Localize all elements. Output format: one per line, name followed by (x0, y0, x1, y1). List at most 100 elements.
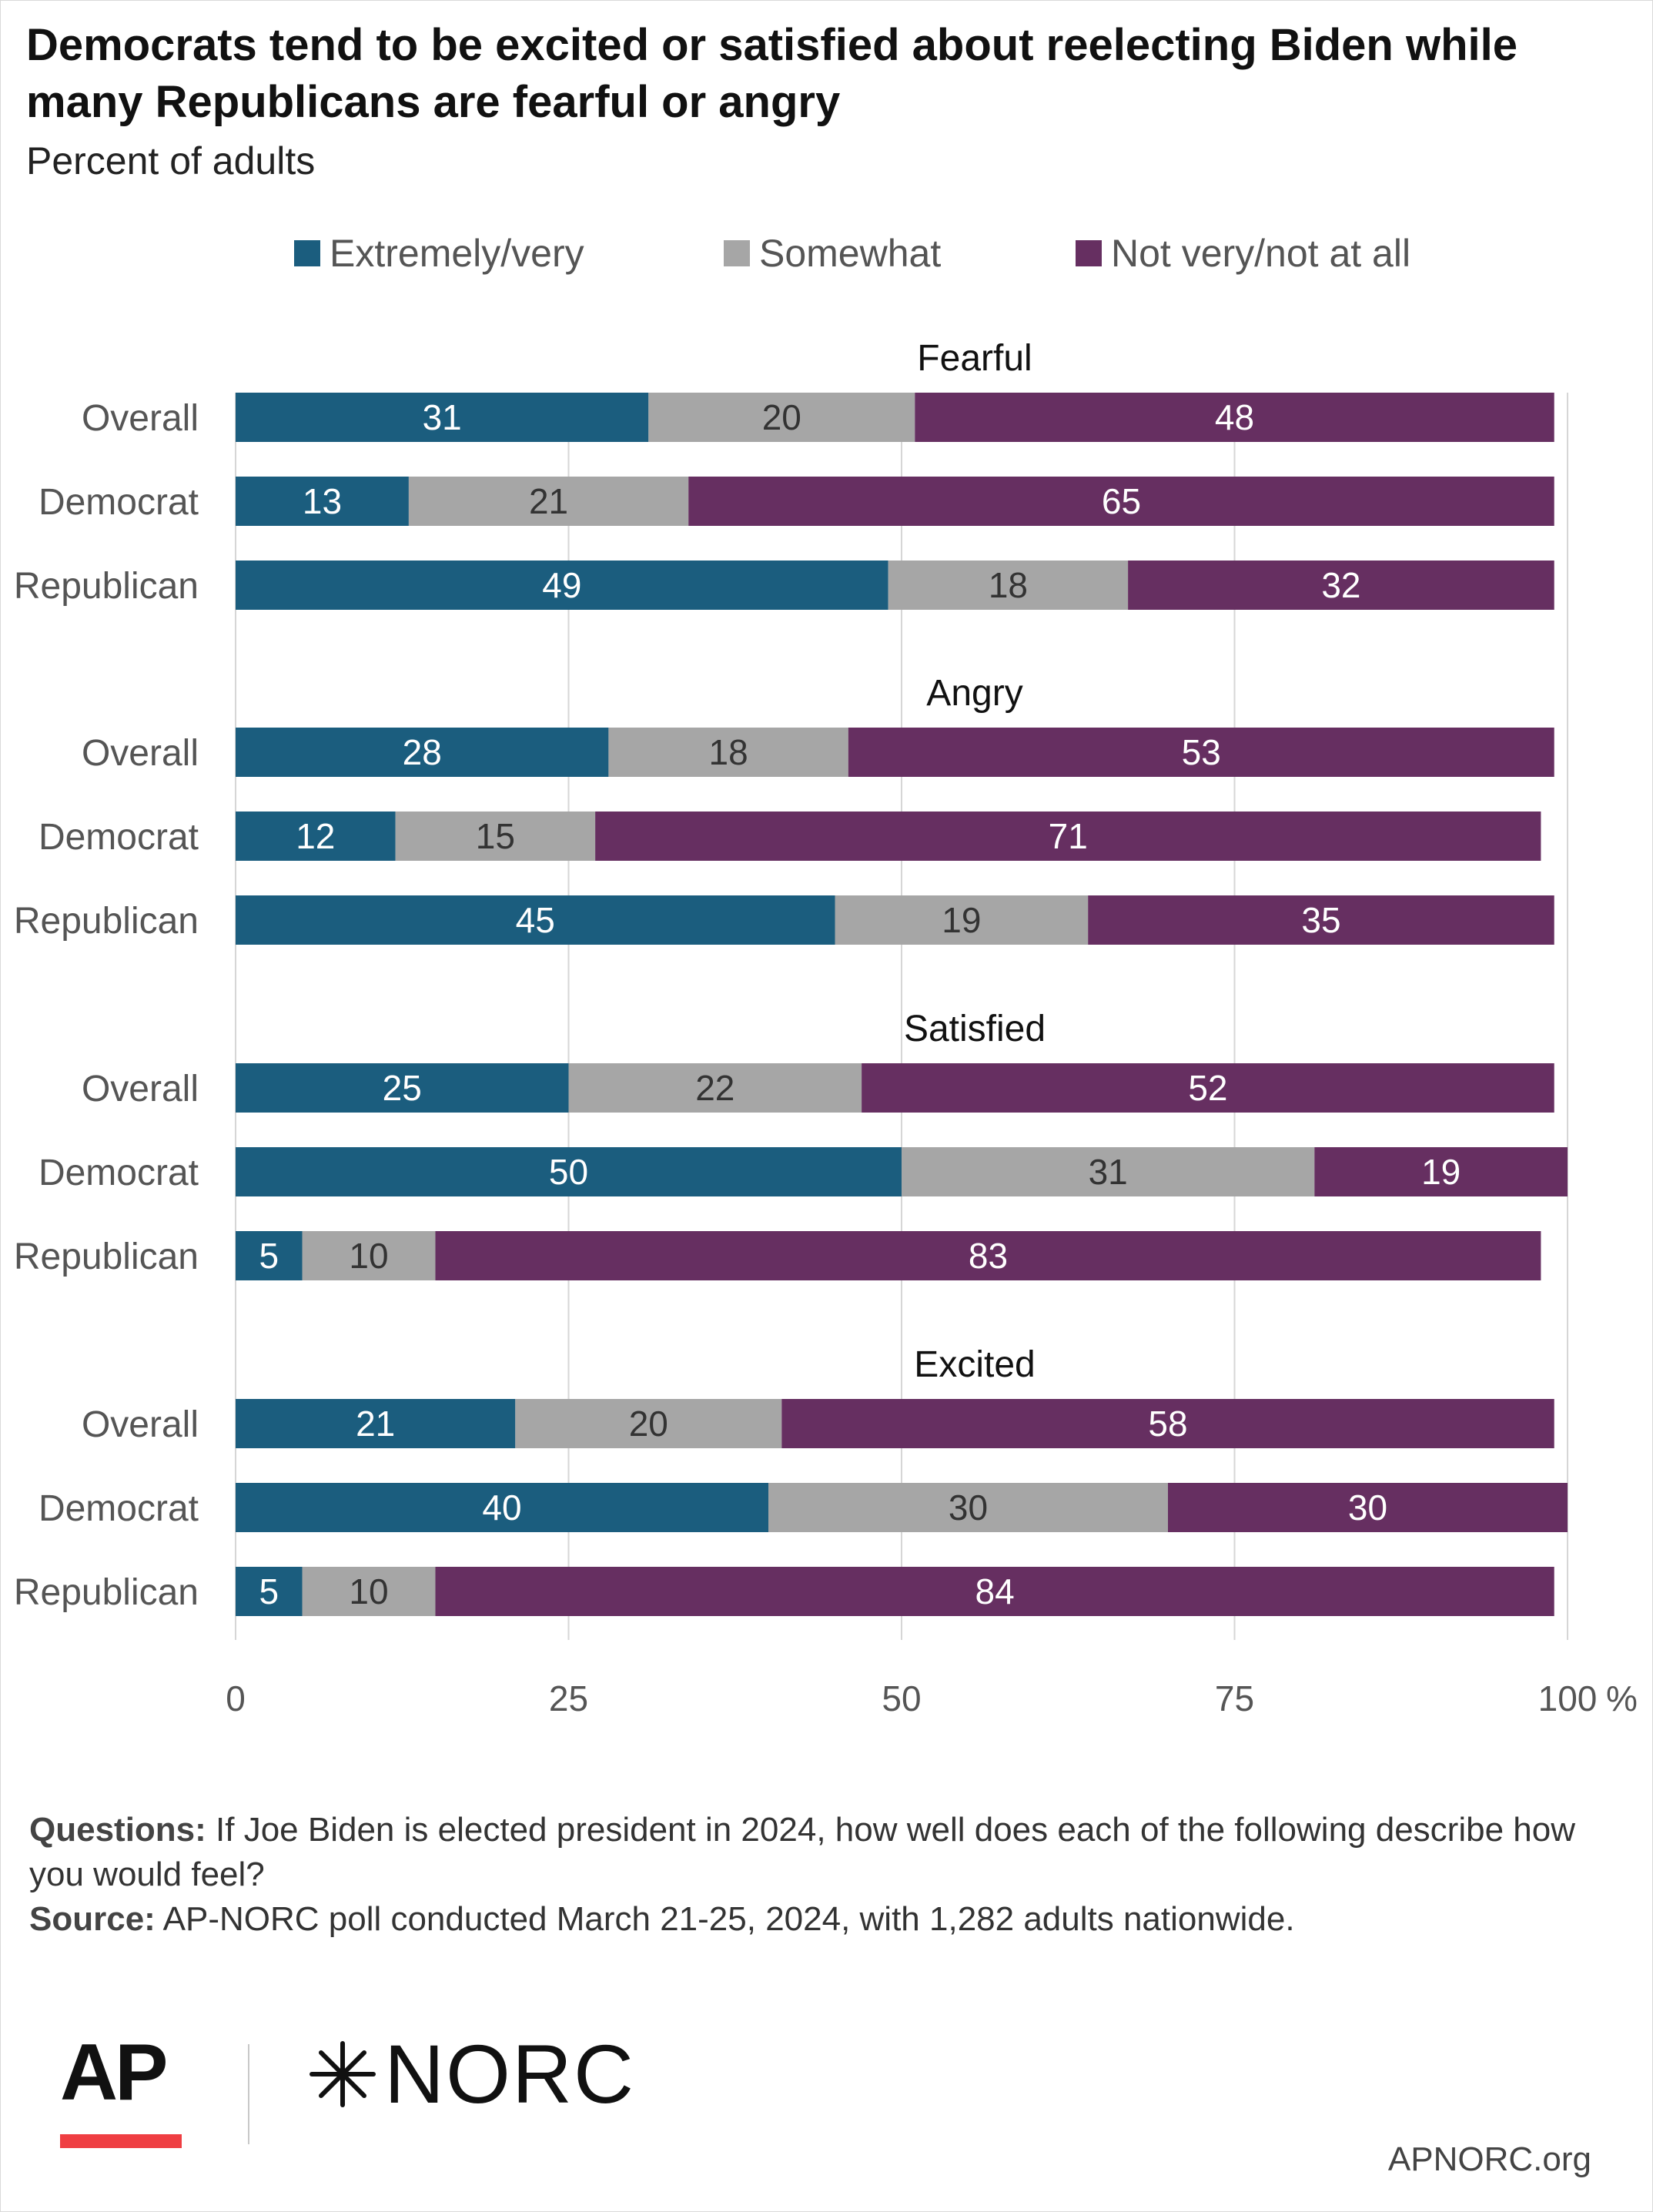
data-label: 71 (1049, 816, 1088, 856)
bar-segment (608, 728, 848, 777)
source-label: Source: (29, 1900, 156, 1938)
chart-title: Democrats tend to be excited or satisfie… (26, 20, 1517, 127)
source-note: Source: AP-NORC poll conducted March 21-… (29, 1897, 1615, 1942)
data-label: 40 (482, 1487, 521, 1528)
data-label: 28 (403, 732, 442, 772)
data-label: 13 (303, 481, 342, 521)
bar-segment (595, 812, 1541, 861)
stacked-bar-chart: Fearful Overall 31 20 48 Democrat 13 21 65 Republ… (14, 338, 1638, 1718)
data-label: 32 (1321, 565, 1360, 605)
legend-label: Somewhat (759, 232, 942, 275)
ap-logo: AP (60, 2028, 168, 2117)
bar-segment (648, 393, 915, 442)
group-title: Fearful (917, 338, 1032, 379)
x-tick-label: 100 (1538, 1678, 1598, 1718)
legend-swatch (294, 240, 320, 266)
data-label: 58 (1148, 1404, 1187, 1444)
row-label: Democrat (38, 817, 199, 858)
data-label: 31 (1089, 1152, 1128, 1192)
bar-segment (688, 477, 1554, 526)
legend-item-somewhat: Somewhat (724, 231, 941, 276)
bar-segment (568, 1063, 862, 1113)
data-label: 30 (1348, 1487, 1387, 1528)
bar-segment (435, 1567, 1554, 1616)
row-label: Overall (82, 1404, 199, 1445)
data-label: 25 (383, 1068, 422, 1108)
bar-segment (236, 477, 409, 526)
bar-segment (915, 393, 1554, 442)
data-label: 30 (949, 1487, 988, 1528)
norc-wordmark: NORC (384, 2027, 635, 2120)
ap-logo-bar (60, 2134, 182, 2148)
bar-segment (236, 393, 649, 442)
bar-segment (236, 1567, 303, 1616)
data-label: 12 (296, 816, 335, 856)
bar-segment (236, 1399, 516, 1448)
bar-segment (781, 1399, 1554, 1448)
group-title: Excited (914, 1344, 1035, 1385)
bar-segment (236, 895, 835, 945)
bar-segment (862, 1063, 1554, 1113)
data-label: 65 (1102, 481, 1141, 521)
legend-item-extremely-very: Extremely/very (294, 231, 584, 276)
data-label: 18 (989, 565, 1028, 605)
questions-note: Questions: If Joe Biden is elected presi… (29, 1808, 1615, 1897)
data-label: 10 (349, 1571, 388, 1611)
bar-segment (515, 1399, 782, 1448)
bar-segment (1314, 1147, 1568, 1196)
row-label: Overall (82, 733, 199, 774)
bar-segment (902, 1147, 1315, 1196)
bar-segment (1168, 1483, 1568, 1532)
bar-segment (236, 1483, 768, 1532)
data-label: 31 (423, 397, 462, 437)
norc-star-icon (310, 2041, 376, 2107)
group-title: Angry (926, 673, 1022, 714)
data-label: 52 (1188, 1068, 1227, 1108)
data-label: 10 (349, 1236, 388, 1276)
data-label: 15 (476, 816, 515, 856)
bar-segment (768, 1483, 1168, 1532)
data-label: 49 (542, 565, 581, 605)
row-label: Republican (14, 901, 199, 942)
group-title: Satisfied (904, 1009, 1046, 1049)
site-url: APNORC.org (1387, 2140, 1591, 2178)
row-label: Overall (82, 1069, 199, 1109)
bar-segment (395, 812, 596, 861)
legend-swatch (724, 240, 750, 266)
bar-segment (1088, 895, 1554, 945)
row-label: Republican (14, 1237, 199, 1277)
data-label: 5 (259, 1571, 279, 1611)
data-label: 19 (942, 900, 981, 940)
bar-segment (236, 1147, 902, 1196)
row-label: Republican (14, 1572, 199, 1613)
x-tick-label: 50 (882, 1678, 921, 1718)
data-label: 18 (709, 732, 748, 772)
data-label: 45 (516, 900, 555, 940)
bar-segment (236, 728, 609, 777)
row-label: Overall (82, 398, 199, 439)
legend-label: Not very/not at all (1111, 232, 1411, 275)
row-label: Republican (14, 566, 199, 607)
data-label: 22 (695, 1068, 734, 1108)
data-label: 50 (549, 1152, 588, 1192)
bar-segment (835, 895, 1089, 945)
bar-segment (1128, 561, 1554, 610)
legend-swatch (1076, 240, 1102, 266)
row-label: Democrat (38, 1488, 199, 1529)
legend-item-not-very: Not very/not at all (1076, 231, 1410, 276)
chart-notes: Questions: If Joe Biden is elected presi… (29, 1808, 1615, 1942)
bar-segment (302, 1567, 436, 1616)
bar-segment (408, 477, 689, 526)
bar-segment (302, 1231, 436, 1280)
data-label: 20 (762, 397, 801, 437)
logo-divider (248, 2044, 249, 2144)
legend-label: Extremely/very (330, 232, 584, 275)
data-label: 48 (1215, 397, 1254, 437)
bar-segment (236, 1063, 569, 1113)
x-tick-label: 25 (549, 1678, 588, 1718)
source-text: AP-NORC poll conducted March 21-25, 2024… (155, 1900, 1295, 1938)
bar-segment (888, 561, 1129, 610)
bar-segment (236, 561, 888, 610)
x-tick-label: 75 (1215, 1678, 1254, 1718)
data-label: 20 (629, 1404, 668, 1444)
